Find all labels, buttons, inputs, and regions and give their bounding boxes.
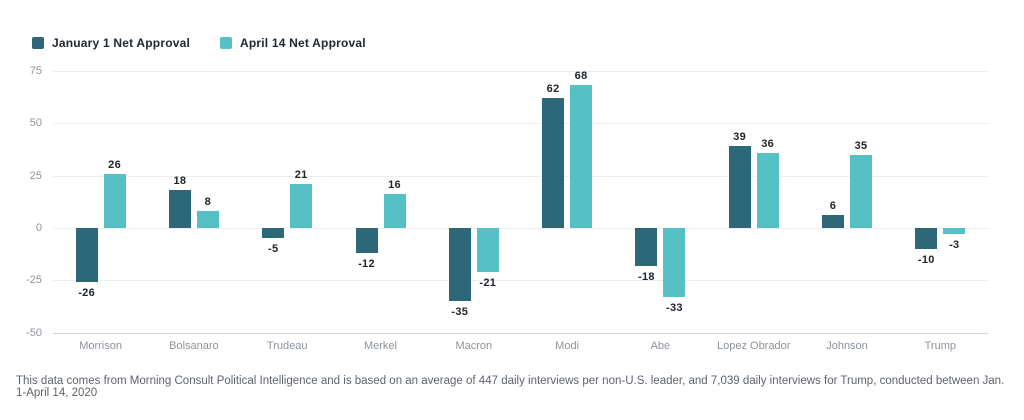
legend-swatch-april-icon <box>220 37 232 49</box>
y-axis-tick--50: -50 <box>26 326 42 339</box>
bar-trump-apr14 <box>943 228 966 235</box>
bar-abe-apr14 <box>663 228 686 298</box>
x-axis-label-macron: Macron <box>455 340 493 352</box>
bar-lopez-obrador-apr14 <box>756 152 779 228</box>
bar-lopez-obrador-jan1 <box>728 146 751 228</box>
bar-value-label: 21 <box>294 168 308 181</box>
bar-value-label: -33 <box>665 302 683 315</box>
x-axis-label-johnson: Johnson <box>826 340 868 352</box>
x-axis-label-merkel: Merkel <box>363 340 397 352</box>
gridline-y--50 <box>53 332 988 334</box>
bar-abe-jan1 <box>635 228 658 266</box>
bar-value-label: -35 <box>451 306 469 319</box>
bar-value-label: -3 <box>949 239 960 252</box>
bar-johnson-apr14 <box>850 154 872 228</box>
gridline-y-75 <box>53 70 988 72</box>
y-axis-tick-50: 50 <box>29 117 42 130</box>
bar-value-label: 62 <box>546 83 560 96</box>
y-axis-tick-25: 25 <box>29 169 42 182</box>
legend-swatch-january-icon <box>32 37 44 49</box>
gridline-y-50 <box>53 123 988 125</box>
bar-trump-jan1 <box>915 228 938 249</box>
bar-value-label: 8 <box>204 196 212 209</box>
bar-value-label: -12 <box>358 258 375 271</box>
bar-trudeau-jan1 <box>262 228 285 239</box>
bar-bolsanaro-jan1 <box>168 190 191 228</box>
source-note: This data comes from Morning Consult Pol… <box>16 375 1005 399</box>
gridline-y-25 <box>53 175 988 177</box>
chart-legend: January 1 Net Approval April 14 Net Appr… <box>32 36 366 50</box>
legend-label-january: January 1 Net Approval <box>52 36 190 50</box>
bar-value-label: -26 <box>78 287 95 300</box>
bar-macron-jan1 <box>448 228 471 302</box>
bar-value-label: -5 <box>267 243 279 256</box>
bar-value-label: 16 <box>388 179 401 192</box>
bar-value-label: 36 <box>761 137 775 150</box>
bar-trudeau-apr14 <box>290 183 313 228</box>
bar-johnson-jan1 <box>822 215 844 228</box>
bar-modi-apr14 <box>570 85 593 228</box>
x-axis-label-lopez-obrador: Lopez Obrador <box>716 340 791 352</box>
bar-value-label: 26 <box>108 158 122 171</box>
x-axis-label-modi: Modi <box>555 340 580 352</box>
bar-morrison-apr14 <box>103 173 126 228</box>
legend-label-april: April 14 Net Approval <box>240 36 366 50</box>
legend-item-january: January 1 Net Approval <box>32 36 190 50</box>
bar-merkel-apr14 <box>383 194 406 228</box>
x-axis-label-morrison: Morrison <box>79 340 122 352</box>
bar-value-label: 18 <box>173 175 187 188</box>
y-axis-tick-0: 0 <box>35 222 42 234</box>
bar-modi-jan1 <box>542 98 565 228</box>
legend-item-april: April 14 Net Approval <box>220 36 366 50</box>
gridline-y-0 <box>53 228 988 229</box>
bar-value-label: 68 <box>574 70 588 83</box>
bar-value-label: -21 <box>479 277 497 290</box>
bar-merkel-jan1 <box>355 228 378 254</box>
y-axis-tick--25: -25 <box>26 274 42 287</box>
x-axis-label-abe: Abe <box>650 340 671 352</box>
bar-macron-apr14 <box>476 228 499 273</box>
bar-value-label: -18 <box>637 270 655 283</box>
bar-value-label: 6 <box>829 200 837 213</box>
bar-value-label: 35 <box>854 139 868 152</box>
x-axis-label-trump: Trump <box>924 340 956 352</box>
x-axis-label-bolsanaro: Bolsanaro <box>169 340 219 352</box>
x-axis-label-trudeau: Trudeau <box>266 340 308 352</box>
gridline-y--25 <box>53 280 988 282</box>
bar-value-label: -10 <box>917 253 935 266</box>
bar-value-label: 39 <box>733 131 747 144</box>
bar-bolsanaro-apr14 <box>196 211 219 228</box>
bar-morrison-jan1 <box>75 228 98 283</box>
y-axis-tick-75: 75 <box>29 64 42 77</box>
